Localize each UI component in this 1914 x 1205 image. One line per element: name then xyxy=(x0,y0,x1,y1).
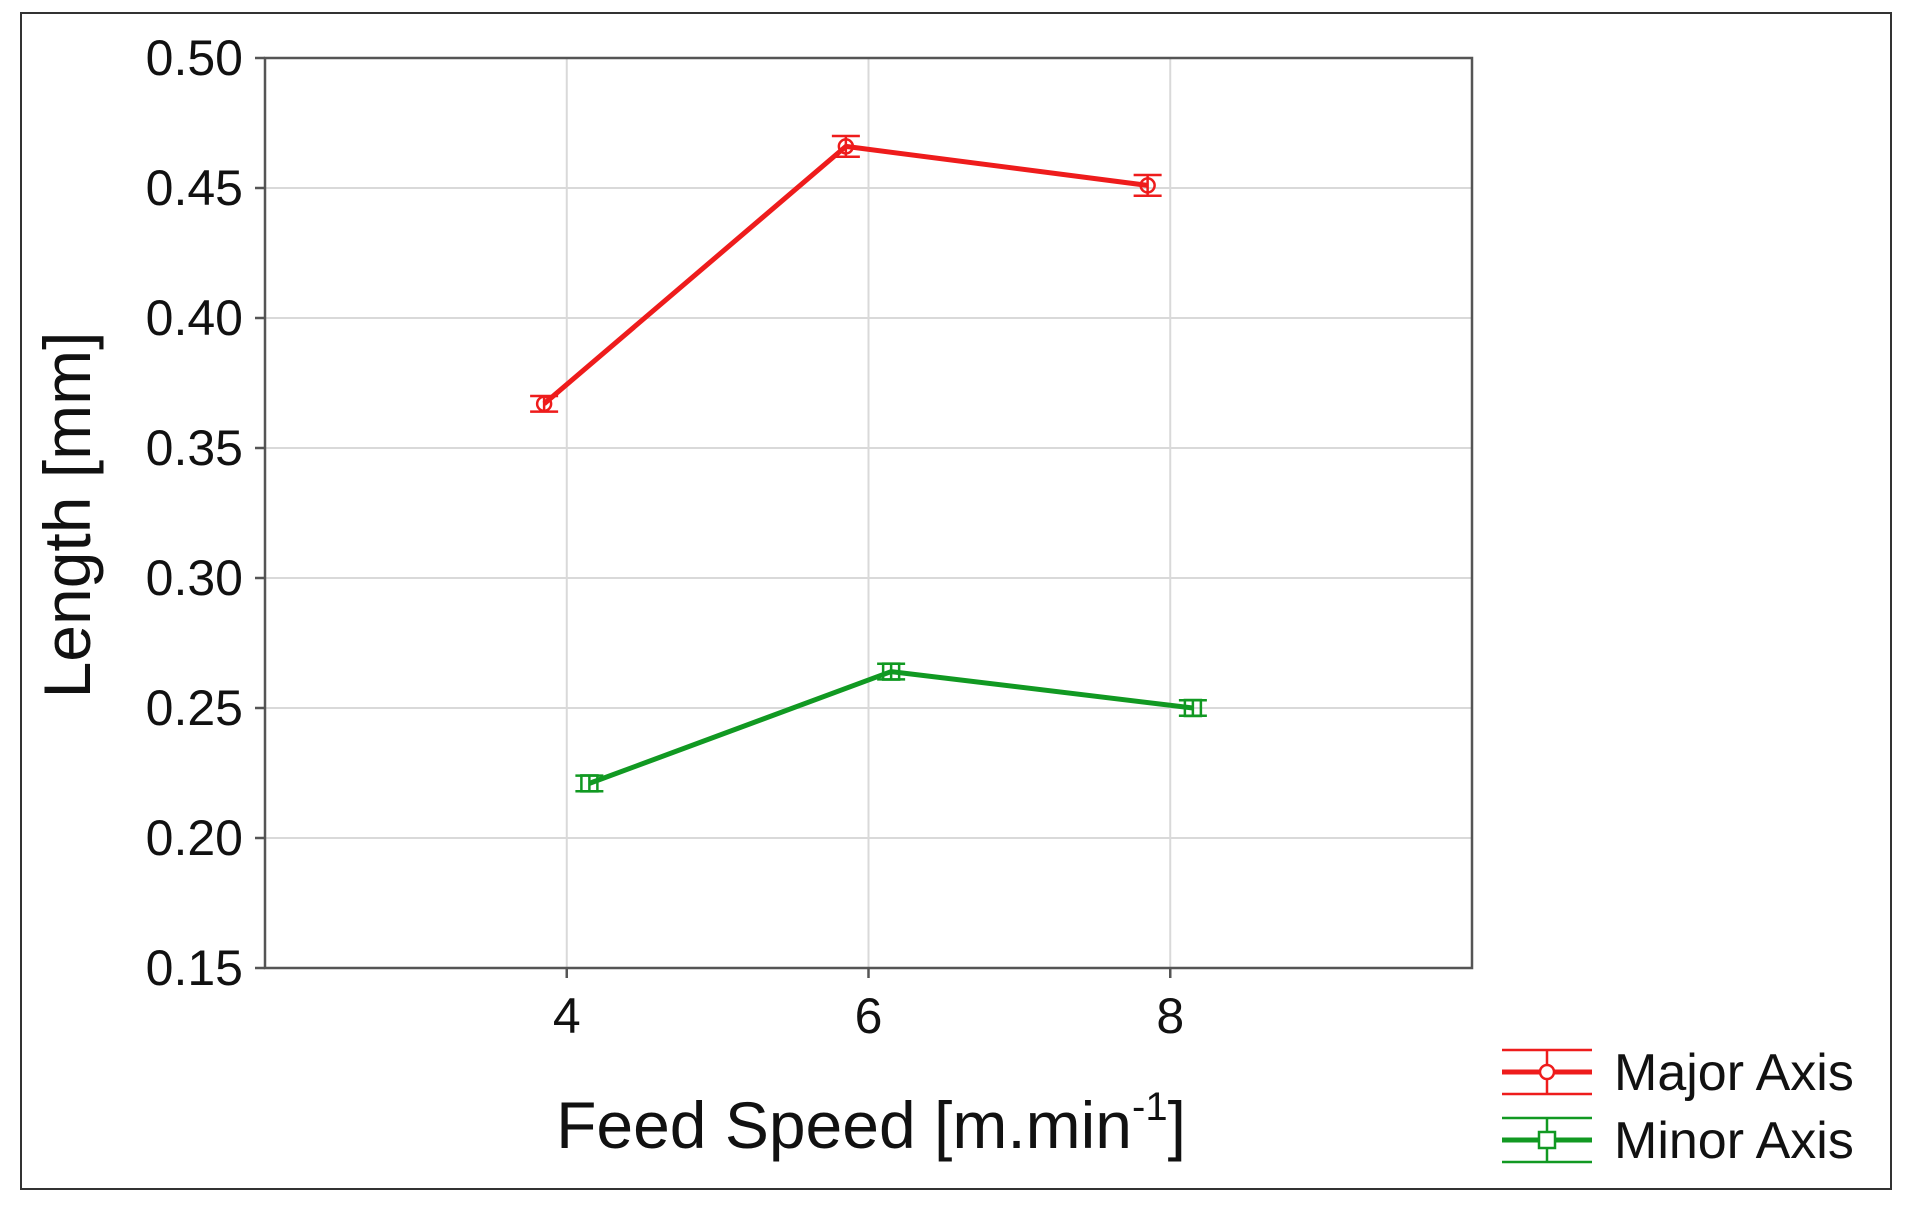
y-tick-label: 0.20 xyxy=(146,810,243,866)
x-tick-label: 4 xyxy=(553,988,581,1044)
legend-marker xyxy=(1537,1130,1557,1150)
grid xyxy=(265,58,1472,968)
x-axis-label-main: Feed Speed [m.min xyxy=(556,1088,1132,1162)
x-tick-label: 6 xyxy=(855,988,883,1044)
y-tick-label: 0.30 xyxy=(146,550,243,606)
y-axis-ticks: 0.15 0.20 0.25 0.30 0.35 0.40 0.45 0.50 xyxy=(146,30,265,996)
figure-frame xyxy=(20,12,1892,1190)
legend-marker xyxy=(1538,1063,1556,1081)
series-layer xyxy=(530,134,1207,793)
y-tick-label: 0.25 xyxy=(146,680,243,736)
series-major-axis xyxy=(530,134,1162,413)
data-point-major-axis xyxy=(535,395,553,413)
x-axis-label-superscript: -1 xyxy=(1132,1085,1168,1129)
legend-label: Major Axis xyxy=(1614,1044,1854,1102)
legend-item-major-axis: Major Axis xyxy=(1502,1044,1854,1102)
x-axis-ticks: 4 6 8 xyxy=(553,968,1184,1044)
data-point-minor-axis xyxy=(1183,698,1203,718)
legend-label: Minor Axis xyxy=(1614,1112,1854,1170)
x-tick-label: 8 xyxy=(1156,988,1184,1044)
y-tick-label: 0.35 xyxy=(146,420,243,476)
series-line-major-axis xyxy=(542,143,1148,406)
legend-item-minor-axis: Minor Axis xyxy=(1502,1112,1854,1170)
legend: Major Axis Minor Axis xyxy=(1502,1044,1854,1170)
y-axis-label: Length [mm] xyxy=(30,332,104,699)
y-tick-label: 0.50 xyxy=(146,30,243,86)
y-tick-label: 0.15 xyxy=(146,940,243,996)
x-axis-label: Feed Speed [m.min-1] xyxy=(556,1085,1186,1162)
data-point-major-axis xyxy=(1139,177,1156,194)
data-point-major-axis xyxy=(837,138,855,155)
y-tick-label: 0.40 xyxy=(146,290,243,346)
series-line-minor-axis xyxy=(588,669,1194,786)
data-point-minor-axis xyxy=(881,662,901,681)
series-minor-axis xyxy=(575,662,1207,793)
data-point-minor-axis xyxy=(580,774,599,793)
x-axis-label-suffix: ] xyxy=(1168,1088,1186,1162)
y-tick-label: 0.45 xyxy=(146,160,243,216)
